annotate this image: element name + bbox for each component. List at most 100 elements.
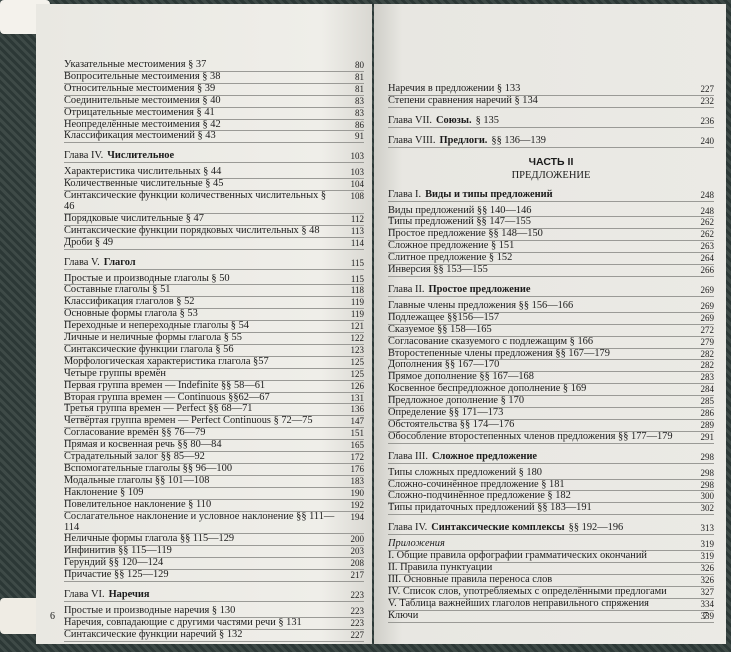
page-ref: 115 — [338, 274, 364, 286]
entry: Третья группа времен — Perfect §§ 68—71 — [64, 404, 338, 417]
page-ref: 83 — [338, 108, 364, 120]
entry: II. Правила пунктуации — [388, 562, 688, 575]
entry: Подлежащее §§156—157 — [388, 312, 688, 325]
toc-row: Глава VI. Наречия 223 — [64, 589, 364, 602]
entry-text: Сложно-подчинённое предложение § 182 — [388, 490, 571, 502]
toc-row: Дополнения §§ 167—170 282 — [388, 359, 714, 373]
entry-text: V. Таблица важнейших глаголов неправильн… — [388, 597, 649, 609]
toc-row: Личные и неличные формы глагола § 55 122 — [64, 332, 364, 345]
toc-row: Виды предложений §§ 140—146 248 — [388, 204, 714, 218]
entry: Соединительные местоимения § 40 — [64, 95, 338, 108]
page-ref: 217 — [338, 570, 364, 583]
page-ref: 282 — [688, 360, 714, 373]
toc-row: Простое предложение §§ 148—150 262 — [388, 228, 714, 242]
entry-text: Дроби § 49 — [64, 236, 114, 248]
entry-text: Классификация глаголов § 52 — [64, 296, 195, 308]
toc-row: Согласование времён §§ 76—79 151 — [64, 427, 364, 441]
entry: Глава IV. Числительное — [64, 150, 338, 164]
entry: Синтаксические функции порядковых числит… — [64, 225, 338, 238]
entry-text: Количественные числительные § 45 — [64, 178, 224, 190]
entry-text: Дополнения §§ 167—170 — [388, 359, 500, 371]
toc-row: Глава VII. Союзы. § 135 236 — [388, 114, 714, 128]
entry: Глава V. Глагол — [64, 257, 338, 270]
page-ref: 104 — [338, 179, 364, 192]
toc-row: Простые и производные наречия § 130 223 — [64, 605, 364, 618]
entry-text: Предложное дополнение § 170 — [388, 395, 525, 407]
toc-row: Отрицательные местоимения § 41 83 — [64, 107, 364, 120]
entry: Простое предложение §§ 148—150 — [388, 228, 688, 242]
toc-row: Основные формы глагола § 53 119 — [64, 308, 364, 322]
chapter-title: Предлоги. — [439, 134, 488, 146]
chapter-title: Союзы. — [436, 114, 472, 126]
entry: Сложно-подчинённое предложение § 182 — [388, 490, 688, 504]
entry-text: Сложно-сочинённое предложение § 181 — [388, 478, 565, 490]
entry-text: Вторая группа времен — Continuous §§62—6… — [64, 391, 270, 403]
entry: Типы предложений §§ 147—155 — [388, 216, 688, 230]
page-ref: 248 — [688, 190, 714, 202]
toc-row: II. Правила пунктуации 326 — [388, 562, 714, 575]
toc-row: Типы сложных предложений § 180 298 — [388, 467, 714, 480]
toc-row: III. Основные правила переноса слов 326 — [388, 574, 714, 587]
right-page: Наречия в предложении § 133 227 Степени ср… — [374, 4, 726, 644]
toc-row: Глава V. Глагол 115 — [64, 257, 364, 270]
toc-list: I. Общие правила орфографии грамматическ… — [388, 550, 714, 623]
page-ref: 147 — [338, 416, 364, 429]
entry: Дроби § 49 — [64, 236, 338, 250]
toc-row: Количественные числительные § 45 104 — [64, 178, 364, 192]
entry-text: Обособление второстепенных членов предло… — [388, 430, 673, 442]
page-ref: 91 — [338, 131, 364, 144]
entry-text: Инфинитив §§ 115—119 — [64, 545, 172, 557]
entry-text: Виды предложений §§ 140—146 — [388, 204, 532, 216]
entry: Согласование сказуемого с подлежащим § 1… — [388, 336, 688, 349]
entry-text: II. Правила пунктуации — [388, 562, 493, 573]
entry: Вспомогательные глаголы §§ 96—100 — [64, 463, 338, 476]
toc-row: Наречия в предложении § 133 227 — [388, 83, 714, 96]
page-ref: 291 — [688, 432, 714, 444]
entry-text: Повелительное наклонение § 110 — [64, 498, 212, 510]
entry: Синтаксические функции глагола § 56 — [64, 344, 338, 357]
entry-text: § 135 — [475, 114, 499, 126]
entry-text: Главные члены предложения §§ 156—166 — [388, 299, 574, 311]
entry: Синтаксические функции количественных чи… — [64, 190, 338, 214]
entry-text: Типы предложений §§ 147—155 — [388, 216, 531, 228]
part-subtitle: ПРЕДЛОЖЕНИЕ — [511, 169, 591, 181]
entry: Морфологическая характеристика глагола §… — [64, 356, 338, 369]
toc-row: Подлежащее §§156—157 269 — [388, 312, 714, 325]
page-ref: 192 — [338, 500, 364, 512]
entry: Глава VIII. Предлоги. §§ 136—139 — [388, 134, 688, 148]
entry-text: Степени сравнения наречий § 134 — [388, 94, 538, 106]
entry-text: Страдательный залог §§ 85—92 — [64, 451, 205, 463]
entry-text: Первая группа времен — Indefinite §§ 58—… — [64, 379, 266, 391]
page-ref: 176 — [338, 464, 364, 476]
entry-text: Характеристика числительных § 44 — [64, 166, 222, 178]
toc-row: Четыре группы времён 125 — [64, 368, 364, 381]
entry: Количественные числительные § 45 — [64, 178, 338, 192]
toc-row: Четвёртая группа времен — Perfect Contin… — [64, 415, 364, 429]
toc-row: Характеристика числительных § 44 103 — [64, 166, 364, 180]
page-ref: 136 — [338, 404, 364, 417]
entry: Прямое дополнение §§ 167—168 — [388, 371, 688, 385]
page-ref: 339 — [688, 611, 714, 623]
chapter-label: Глава IV. — [388, 522, 428, 534]
entry: Дополнения §§ 167—170 — [388, 359, 688, 373]
toc-row: Вторая группа времен — Continuous §§62—6… — [64, 391, 364, 405]
toc-list: Наречия в предложении § 133 227 Степени ср… — [388, 83, 714, 148]
toc-row: Дроби § 49 114 — [64, 236, 364, 250]
entry: Составные глаголы § 51 — [64, 284, 338, 298]
entry: Сложно-сочинённое предложение § 181 — [388, 478, 688, 492]
chapter-label: Глава VIII. — [388, 134, 436, 146]
page-ref: 262 — [688, 229, 714, 242]
page-ref: 115 — [338, 258, 364, 270]
entry: Глава III. Сложное предложение — [388, 451, 688, 464]
page-ref: 269 — [688, 301, 714, 313]
toc-row: Синтаксические функции количественных чи… — [64, 190, 364, 214]
toc-row: Глава VIII. Предлоги. §§ 136—139 240 — [388, 134, 714, 148]
toc-row: Составные глаголы § 51 118 — [64, 284, 364, 298]
entry: Классификация местоимений § 43 — [64, 130, 338, 144]
entry: Второстепенные члены предложения §§ 167—… — [388, 348, 688, 361]
page-ref: 279 — [688, 337, 714, 349]
toc-row: Обособление второстепенных членов предло… — [388, 430, 714, 444]
page-ref: 298 — [688, 480, 714, 492]
entry: Классификация глаголов § 52 — [64, 296, 338, 310]
toc-row: Переходные и непереходные глаголы § 54 12… — [64, 320, 364, 334]
